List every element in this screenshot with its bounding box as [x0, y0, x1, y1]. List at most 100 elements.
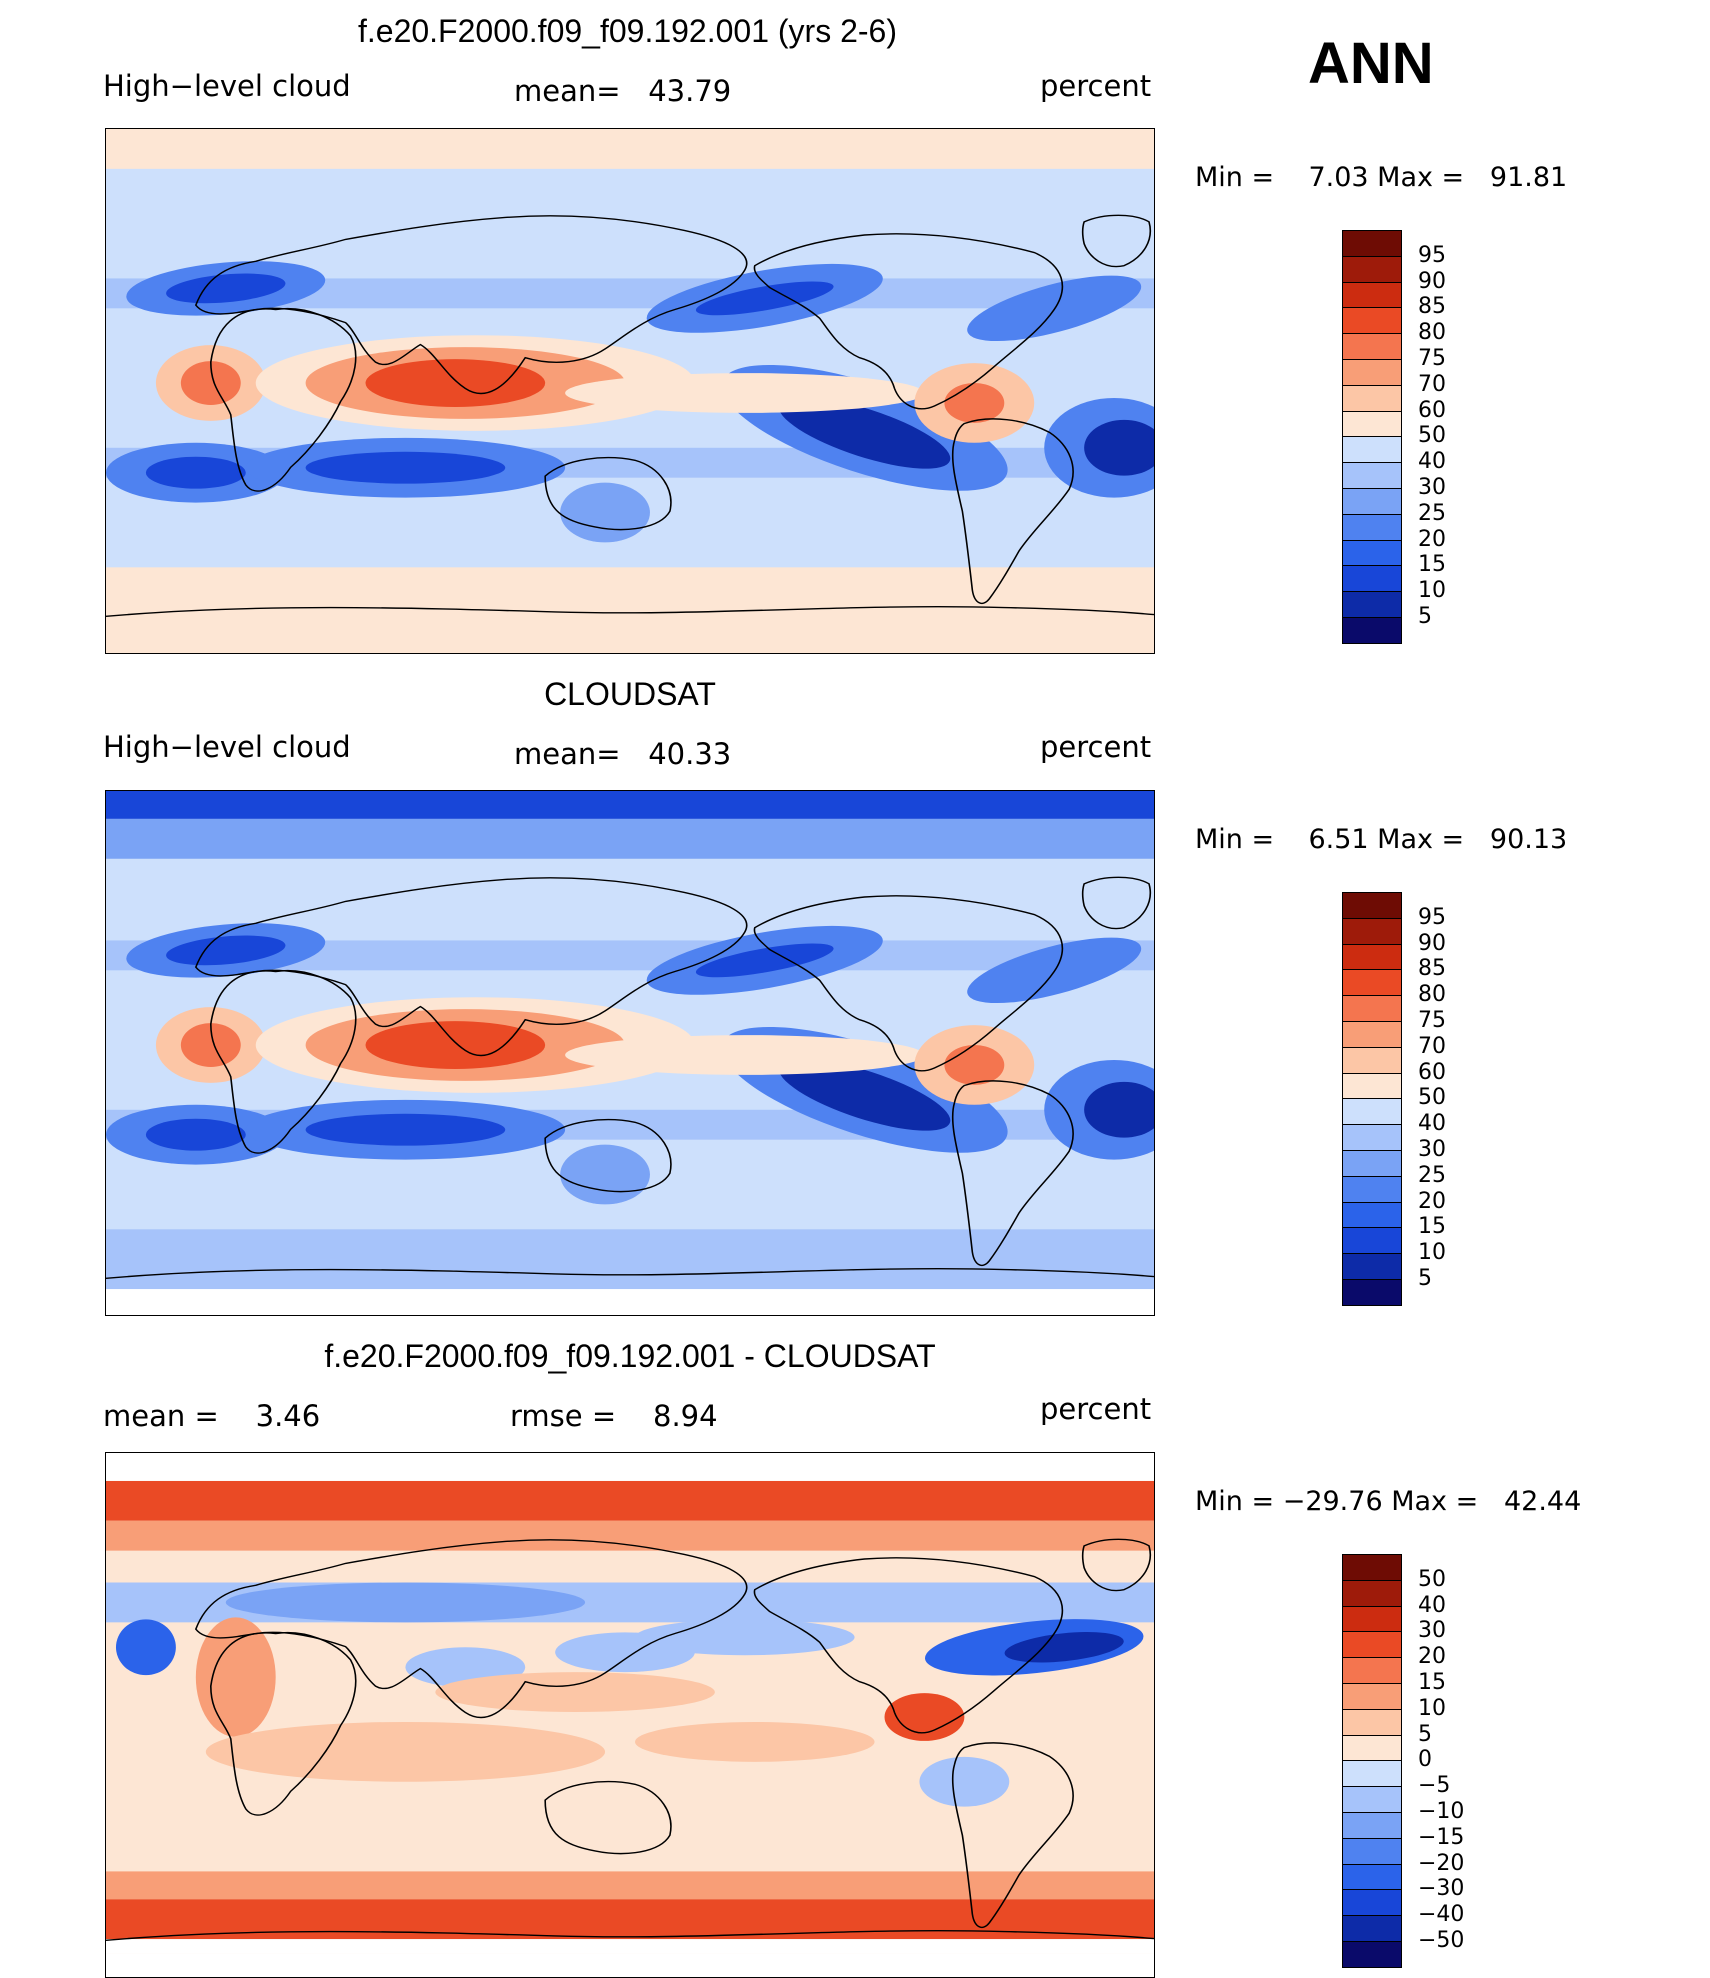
panel3-colorbar-label: −5 — [1418, 1773, 1451, 1799]
panel3-colorbar: 50 40 30 20 15 10 5 0 −5 −10 −15 −20 −30 −40 −50 — [1342, 1554, 1465, 1969]
panel1-colorbar-swatch — [1342, 359, 1402, 386]
southern-ocean-positive-band — [106, 1899, 1154, 1940]
australia-dry-region — [560, 482, 650, 543]
panel2-colorbar-label: 5 — [1418, 1266, 1432, 1291]
panel2-colorbar-label: 10 — [1418, 1240, 1446, 1266]
indian-ocean-dry-core — [305, 1113, 506, 1146]
coastline — [1081, 1538, 1151, 1592]
panel1-colorbar-swatch — [1342, 462, 1402, 489]
panel3-colorbar-swatch — [1342, 1734, 1402, 1762]
panel2-colorbar-swatch — [1342, 1072, 1402, 1100]
coastline — [951, 418, 1074, 605]
panel1-units-label: percent — [1040, 69, 1152, 103]
panel1-colorbar-label: 70 — [1418, 371, 1446, 397]
panel2-minmax: Min = 6.51 Max = 90.13 — [1195, 824, 1568, 855]
coastline — [951, 1742, 1074, 1929]
amazon-convection-core — [944, 1045, 1005, 1085]
panel3-colorbar-swatch — [1342, 1812, 1402, 1839]
panel3-colorbar-swatch — [1342, 1863, 1402, 1891]
amazon-convection-core — [944, 383, 1005, 423]
panel3-colorbar-label: −40 — [1418, 1902, 1465, 1928]
panel2-variable-label: High−level cloud — [103, 730, 351, 764]
coastline — [210, 970, 357, 1154]
panel3-colorbar-label: −50 — [1418, 1928, 1465, 1953]
panel1-colorbar-swatch — [1342, 436, 1402, 464]
panel2-colorbar: 95 90 85 80 75 70 60 50 40 30 25 20 15 10 5 — [1342, 892, 1462, 1307]
panel1-colorbar-swatch — [1342, 591, 1402, 618]
panel1-colorbar-label: 85 — [1418, 294, 1446, 320]
panel3-colorbar-swatch — [1342, 1631, 1402, 1659]
panel2-colorbar-label: 30 — [1418, 1137, 1446, 1162]
panel2-colorbar-label: 25 — [1418, 1162, 1446, 1188]
panel3-colorbar-swatch — [1342, 1554, 1402, 1581]
coastline — [1081, 876, 1151, 930]
panel2-colorbar-label: 95 — [1418, 904, 1446, 930]
missing-data-band-north — [106, 1453, 1154, 1481]
panel2-colorbar-label: 85 — [1418, 956, 1446, 982]
panel1-title: f.e20.F2000.f09_f09.192.001 (yrs 2-6) — [357, 13, 897, 49]
coastline — [194, 1539, 748, 1719]
panel2-colorbar-swatch — [1342, 1279, 1402, 1306]
panel1-colorbar-swatch — [1342, 617, 1402, 644]
panel2-colorbar-label: 50 — [1418, 1085, 1446, 1111]
panel2-colorbar-swatch — [1342, 943, 1402, 971]
tropical-atlantic-negative-core — [1004, 1632, 1124, 1663]
panel2-colorbar-label: 75 — [1418, 1008, 1446, 1033]
panel1-colorbar-label: 10 — [1418, 578, 1446, 604]
panel1-colorbar-swatch — [1342, 488, 1402, 515]
coastline — [951, 1080, 1074, 1267]
coastline — [753, 1557, 1064, 1734]
panel2-title: CLOUDSAT — [544, 676, 716, 712]
coastline — [194, 215, 748, 395]
panel2-colorbar-swatch — [1342, 1227, 1402, 1255]
panel2-colorbar-label: 20 — [1418, 1188, 1446, 1214]
panel2-map — [105, 790, 1155, 1316]
panel1-colorbar-swatch — [1342, 539, 1402, 567]
panel1-colorbar-swatch — [1342, 333, 1402, 360]
polar-band-north — [106, 791, 1154, 819]
missing-data-band-south — [106, 1939, 1154, 1954]
south-atlantic-dry-core — [145, 456, 246, 489]
coastline — [106, 605, 1154, 618]
coastline — [210, 308, 357, 492]
panel2-colorbar-swatch — [1342, 1253, 1402, 1280]
australia-dry-region — [560, 1144, 650, 1205]
panel3-colorbar-swatch — [1342, 1657, 1402, 1684]
southeast-pacific-dry-core — [778, 1058, 951, 1131]
missing-data-band — [106, 1289, 1154, 1315]
polar-band-north — [106, 129, 1154, 169]
panel3-colorbar-swatch — [1342, 1579, 1402, 1607]
panel1-colorbar-label: 95 — [1418, 242, 1446, 268]
panel3-colorbar-swatch — [1342, 1708, 1402, 1736]
panel1-colorbar-label: 15 — [1418, 552, 1446, 578]
pacific-positive-region — [435, 1672, 715, 1713]
coastline — [106, 1267, 1154, 1280]
panel2-colorbar-swatch — [1342, 995, 1402, 1022]
coastline — [544, 456, 672, 531]
panel3-colorbar-label: 30 — [1418, 1618, 1446, 1644]
panel2-units-label: percent — [1040, 730, 1152, 764]
north-pacific-dry-core — [695, 943, 834, 978]
west-africa-negative-region — [115, 1619, 176, 1676]
south-atlantic-east-dry-core — [1084, 419, 1154, 476]
panel2-mean-label: mean= 40.33 — [514, 737, 732, 771]
panel2-colorbar-label: 15 — [1418, 1214, 1446, 1240]
panel2-colorbar-swatch — [1342, 892, 1402, 919]
panel1-colorbar: 95 90 85 80 75 70 60 50 40 30 25 20 15 10 5 — [1342, 230, 1462, 645]
subpolar-band-north — [106, 818, 1154, 859]
panel3-colorbar-label: 5 — [1418, 1721, 1432, 1747]
panel3-colorbar-swatch — [1342, 1915, 1402, 1942]
north-pacific-dry-core — [695, 281, 834, 316]
central-africa-convection-core — [180, 361, 241, 405]
panel1-colorbar-swatch — [1342, 384, 1402, 412]
coastline — [753, 233, 1064, 410]
panel2-colorbar-label: 80 — [1418, 982, 1446, 1008]
warm-pool-convection-core — [365, 1021, 546, 1069]
panel3-colorbar-label: −15 — [1418, 1824, 1465, 1850]
panel1-colorbar-swatch — [1342, 281, 1402, 309]
panel1-colorbar-swatch — [1342, 565, 1402, 593]
panel2-colorbar-swatch — [1342, 1175, 1402, 1203]
panel2-colorbar-swatch — [1342, 1150, 1402, 1177]
subarctic-positive-band — [106, 1520, 1154, 1551]
panel1-mean-label: mean= 43.79 — [514, 74, 732, 108]
